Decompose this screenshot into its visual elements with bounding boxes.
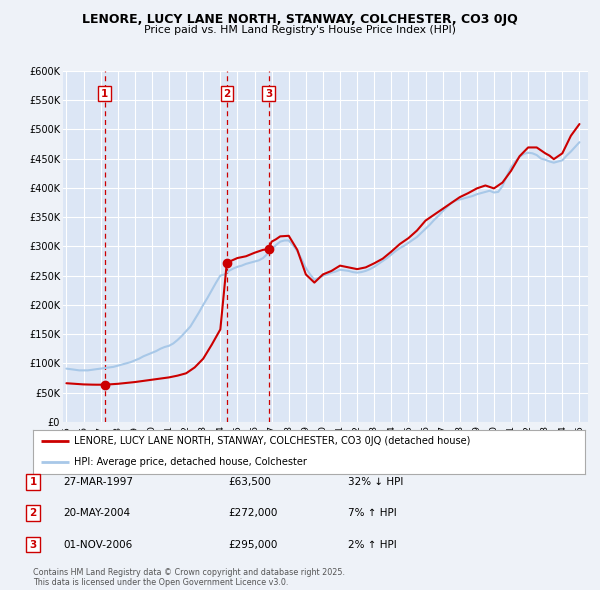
Text: 1: 1	[101, 88, 108, 99]
Text: 20-MAY-2004: 20-MAY-2004	[63, 509, 130, 518]
Text: 2% ↑ HPI: 2% ↑ HPI	[348, 540, 397, 549]
Text: £63,500: £63,500	[228, 477, 271, 487]
Text: £295,000: £295,000	[228, 540, 277, 549]
Text: LENORE, LUCY LANE NORTH, STANWAY, COLCHESTER, CO3 0JQ (detached house): LENORE, LUCY LANE NORTH, STANWAY, COLCHE…	[74, 435, 471, 445]
Text: £272,000: £272,000	[228, 509, 277, 518]
Text: HPI: Average price, detached house, Colchester: HPI: Average price, detached house, Colc…	[74, 457, 307, 467]
Text: 2: 2	[29, 509, 37, 518]
Text: 1: 1	[29, 477, 37, 487]
Text: 3: 3	[29, 540, 37, 549]
Text: 32% ↓ HPI: 32% ↓ HPI	[348, 477, 403, 487]
Text: 2: 2	[223, 88, 230, 99]
Text: Contains HM Land Registry data © Crown copyright and database right 2025.
This d: Contains HM Land Registry data © Crown c…	[33, 568, 345, 587]
Text: 3: 3	[265, 88, 272, 99]
Text: 7% ↑ HPI: 7% ↑ HPI	[348, 509, 397, 518]
Text: 27-MAR-1997: 27-MAR-1997	[63, 477, 133, 487]
Text: Price paid vs. HM Land Registry's House Price Index (HPI): Price paid vs. HM Land Registry's House …	[144, 25, 456, 35]
Text: 01-NOV-2006: 01-NOV-2006	[63, 540, 132, 549]
Text: LENORE, LUCY LANE NORTH, STANWAY, COLCHESTER, CO3 0JQ: LENORE, LUCY LANE NORTH, STANWAY, COLCHE…	[82, 13, 518, 26]
